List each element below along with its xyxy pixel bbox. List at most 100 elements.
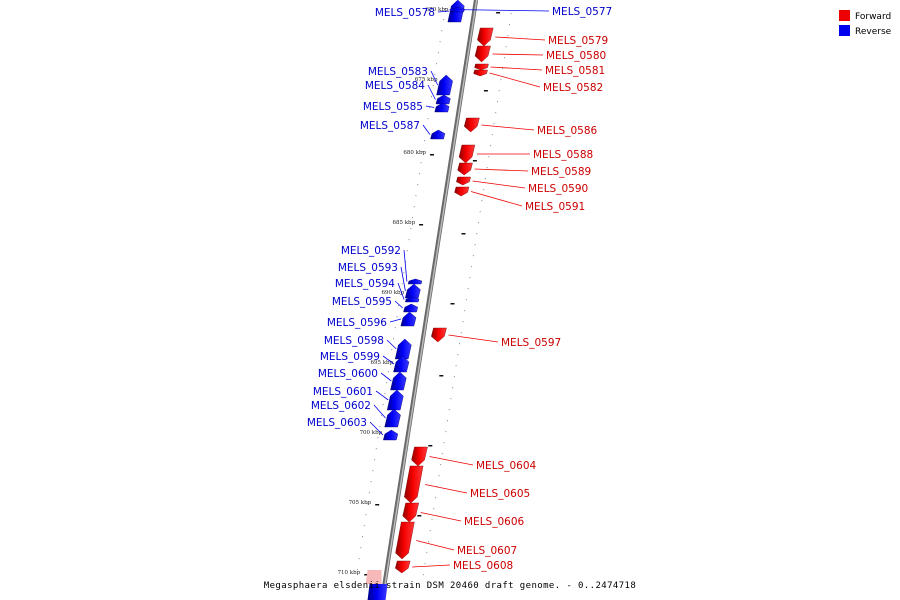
gene-label: MELS_0588 — [533, 149, 593, 161]
gene-glyph — [474, 45, 491, 63]
guide-dot — [424, 140, 426, 142]
guide-dot — [460, 332, 462, 334]
gene-label: MELS_0603 — [307, 417, 367, 429]
gene-leader-line — [437, 10, 450, 13]
guide-dot — [372, 470, 374, 472]
guide-dot — [459, 343, 460, 345]
guide-dot — [436, 63, 438, 65]
guide-dot — [497, 101, 498, 103]
guide-dot — [382, 404, 384, 406]
tick-label: 700 kbp — [360, 430, 383, 436]
gene-glyph — [404, 283, 421, 299]
gene-leader-line — [492, 53, 544, 56]
gene-glyph — [430, 129, 446, 140]
guide-dot — [429, 530, 431, 532]
gene-label: MELS_0605 — [470, 488, 530, 500]
gene-label: MELS_0586 — [537, 125, 597, 137]
gene-glyph — [463, 117, 480, 133]
gene-leader-line — [373, 404, 386, 419]
guide-dot — [417, 184, 419, 186]
gene-leader-line — [481, 124, 535, 131]
guide-dot — [479, 211, 481, 213]
guide-dot — [396, 316, 398, 318]
tick-mark — [483, 90, 488, 92]
tick-mark — [428, 445, 433, 447]
guide-dot — [384, 393, 386, 395]
guide-dot — [471, 266, 473, 268]
guide-dot — [393, 338, 394, 340]
guide-dot — [360, 547, 362, 549]
guide-dot — [413, 206, 415, 208]
guide-dot — [429, 107, 431, 109]
gene-glyph — [435, 94, 451, 105]
guide-dot — [410, 228, 412, 230]
guide-dot — [450, 398, 452, 400]
guide-dot — [469, 277, 471, 279]
guide-dot — [365, 514, 367, 516]
gene-label: MELS_0602 — [311, 400, 371, 412]
gene-glyph — [473, 69, 488, 77]
guide-dot — [438, 475, 440, 477]
guide-dot — [443, 19, 444, 21]
gene-leader-line — [369, 421, 384, 436]
guide-dot — [374, 459, 376, 461]
tick-mark — [472, 160, 477, 162]
tick-label: 685 kbp — [392, 220, 415, 226]
gene-leader-line — [495, 36, 546, 41]
guide-dot — [505, 46, 507, 48]
gene-label: MELS_0590 — [528, 183, 588, 195]
gene-label: MELS_0581 — [545, 65, 605, 77]
guide-dot — [420, 162, 422, 164]
gene-label: MELS_0593 — [338, 262, 398, 274]
gene-leader-line — [403, 249, 408, 282]
guide-dot — [481, 200, 483, 202]
guide-dot — [434, 74, 436, 76]
guide-dot — [428, 541, 429, 543]
legend: Forward Reverse — [839, 10, 892, 37]
tick-mark — [364, 574, 369, 576]
gene-label: MELS_0589 — [531, 166, 591, 178]
guide-dot — [434, 497, 436, 499]
gene-label: MELS_0606 — [464, 516, 524, 528]
genome-backbone — [379, 0, 479, 600]
gene-leader-line — [386, 339, 397, 350]
gene-glyph — [454, 186, 470, 197]
guide-dot — [440, 464, 442, 466]
gene-glyph — [457, 162, 473, 176]
guide-dot — [465, 299, 467, 301]
gene-label: MELS_0604 — [476, 460, 536, 472]
gene-leader-line — [425, 484, 468, 494]
tick-mark — [430, 154, 434, 156]
guide-dot — [403, 272, 405, 274]
gene-label: MELS_0601 — [313, 386, 373, 398]
guide-dot — [467, 288, 469, 290]
gene-glyph — [456, 176, 471, 186]
gene-label: MELS_0595 — [332, 296, 392, 308]
gene-glyph — [404, 465, 424, 504]
gene-leader-line — [490, 66, 543, 71]
tick-mark — [496, 12, 501, 14]
guide-dot — [356, 569, 358, 571]
guide-dot — [476, 233, 478, 235]
guide-dot — [510, 13, 512, 15]
guide-dot — [500, 79, 502, 81]
gene-glyph — [474, 63, 489, 71]
guide-dot — [412, 217, 413, 219]
gene-label: MELS_0597 — [501, 337, 561, 349]
guide-dot — [370, 481, 372, 483]
tick-label: 680 kbp — [403, 150, 426, 156]
guide-dot — [398, 305, 400, 307]
guide-dot — [491, 134, 493, 136]
gene-glyph — [386, 389, 404, 411]
guide-tracks — [356, 8, 512, 576]
guide-dot — [498, 90, 500, 92]
gene-leader-line — [420, 512, 462, 522]
gene-leader-line — [427, 84, 436, 100]
gene-glyph — [400, 311, 417, 327]
guide-dot — [447, 420, 448, 422]
guide-dot — [453, 376, 455, 378]
guide-dot — [483, 189, 485, 191]
guide-dot — [455, 365, 457, 367]
legend-reverse-label: Reverse — [855, 27, 892, 37]
